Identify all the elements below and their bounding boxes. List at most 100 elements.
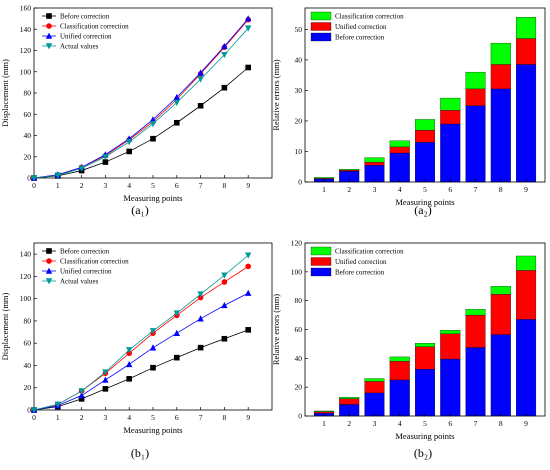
b1-x-tick-label: 2 xyxy=(80,413,84,422)
a2-x-tick-label: 5 xyxy=(423,185,427,194)
a2-bar-1-8 xyxy=(516,38,537,65)
b1-series-0-point xyxy=(78,396,85,402)
b2-x-tick-label: 2 xyxy=(347,419,351,428)
a2-x-tick-label: 6 xyxy=(448,185,452,194)
a1-y-tick-label: 160 xyxy=(20,4,32,13)
b2-bar-0-6 xyxy=(465,347,486,417)
a1-x-tick-label: 4 xyxy=(127,181,131,190)
b1-series-3-point xyxy=(149,328,157,335)
a1-series-0-point xyxy=(126,148,132,155)
b1-y-axis-label: Displacement (mm) xyxy=(0,292,10,360)
a2-y-tick-label: 40 xyxy=(295,55,303,64)
b1-series-3-point xyxy=(54,401,61,408)
a1-series-3-point xyxy=(54,172,61,179)
b1-x-tick-label: 5 xyxy=(151,413,155,422)
a2-bar-2-3 xyxy=(389,140,410,148)
b2-bar-2-1 xyxy=(339,397,360,399)
b1-series-3-point xyxy=(221,272,228,279)
a1-x-tick-label: 9 xyxy=(246,181,250,190)
chart-a2: 1 2 3 4 5 6 7 8 9 0 10 20 30 40 50 Measuring points Rela… xyxy=(271,7,546,217)
b1-series-1-point xyxy=(221,279,228,285)
b1-y-tick-label: 140 xyxy=(20,250,32,259)
a2-bar-2-6 xyxy=(465,71,486,90)
b2-y-tick-label: 20 xyxy=(295,383,303,392)
a1-series-0-point xyxy=(174,119,180,126)
b2-y-tick-label: 80 xyxy=(295,296,303,305)
b2-bar-0-4 xyxy=(414,368,436,417)
a2-x-tick-label: 1 xyxy=(322,185,326,194)
b1-legend-marker xyxy=(45,278,53,285)
a2-y-tick-label: 10 xyxy=(295,147,303,156)
b1-series-3-point xyxy=(126,347,133,354)
b1-x-tick-label: 0 xyxy=(32,413,36,422)
a2-bar-1-3 xyxy=(389,146,410,154)
a2-x-tick-label: 8 xyxy=(499,185,503,194)
b2-y-tick-label: 40 xyxy=(295,354,303,363)
a2-y-tick-label: 50 xyxy=(295,25,303,34)
b1-series-3-point xyxy=(78,388,85,395)
a2-bar-0-4 xyxy=(414,142,436,183)
a1-series-3-point xyxy=(30,175,38,182)
a1-y-tick-label: 100 xyxy=(20,67,32,76)
a1-x-tick-label: 2 xyxy=(80,181,84,190)
a1-y-tick-label: 0 xyxy=(27,174,31,183)
b2-bar-2-3 xyxy=(389,356,410,362)
b2-x-tick-label: 7 xyxy=(474,419,478,428)
b2-bar-0-8 xyxy=(516,319,537,417)
b1-y-tick-label: 120 xyxy=(20,272,32,281)
b1-series-1-point xyxy=(245,263,251,270)
a1-legend xyxy=(38,11,138,55)
b2-legend-label: Classification correction xyxy=(335,248,404,256)
b1-series-3-point xyxy=(173,310,180,317)
b1-y-tick-label: 60 xyxy=(24,339,32,348)
a2-bar-2-1 xyxy=(339,169,360,171)
b1-series-line-0 xyxy=(33,329,249,411)
a1-series-2-point xyxy=(149,116,157,123)
a2-legend-swatch xyxy=(310,11,332,21)
b1-series-0-point xyxy=(197,344,204,351)
b2-bar-1-6 xyxy=(465,314,486,348)
b1-x-tick-label: 9 xyxy=(246,413,250,422)
b1-series-0-point xyxy=(150,364,156,371)
a1-series-3-point xyxy=(102,153,109,161)
a1-series-3-point xyxy=(149,121,157,128)
a2-bar-2-2 xyxy=(364,157,385,163)
a1-x-axis-label: Measuring points xyxy=(123,193,182,203)
a1-series-2-point xyxy=(221,42,228,50)
a1-legend-label: Before correction xyxy=(60,13,110,21)
a1-x-tick-label: 5 xyxy=(151,181,155,190)
a2-bar-0-6 xyxy=(465,105,486,183)
b2-bar-0-7 xyxy=(490,334,511,417)
b1-x-axis-label: Measuring points xyxy=(123,425,182,435)
a2-bar-1-5 xyxy=(440,110,461,125)
b2-legend-swatch xyxy=(310,257,332,266)
b1-legend-marker xyxy=(46,258,52,264)
a2-bar-1-6 xyxy=(465,88,486,106)
a2-bar-2-4 xyxy=(414,119,436,131)
b2-bar-0-2 xyxy=(364,392,385,417)
b1-y-tick-label: 40 xyxy=(24,361,32,370)
a2-x-tick-label: 7 xyxy=(474,185,478,194)
a2-bar-2-8 xyxy=(516,17,537,39)
a2-y-tick-label: 30 xyxy=(295,86,303,95)
a1-legend-label: Unified correction xyxy=(60,33,112,41)
a1-legend-marker xyxy=(46,23,52,29)
a2-x-tick-label: 9 xyxy=(524,185,528,194)
b1-legend-label: Classification correction xyxy=(60,258,129,266)
a1-legend-marker xyxy=(45,43,53,50)
a1-series-3-point xyxy=(197,76,204,83)
b1-x-tick-label: 4 xyxy=(127,413,131,422)
b1-y-tick-label: 0 xyxy=(27,406,31,415)
a2-bar-0-8 xyxy=(516,64,537,183)
b1-series-line-3 xyxy=(33,254,249,411)
a2-legend-label: Before correction xyxy=(335,34,385,42)
b1-series-2-point xyxy=(245,289,252,296)
b1-y-tick-label: 80 xyxy=(24,316,32,325)
b1-series-2-point xyxy=(221,301,228,309)
b1-legend xyxy=(38,246,138,290)
b1-x-tick-label: 1 xyxy=(56,413,60,422)
b2-legend-label: Unified correction xyxy=(335,258,387,266)
a2-x-tick-label: 4 xyxy=(398,185,402,194)
b2-bar-1-2 xyxy=(364,381,385,394)
